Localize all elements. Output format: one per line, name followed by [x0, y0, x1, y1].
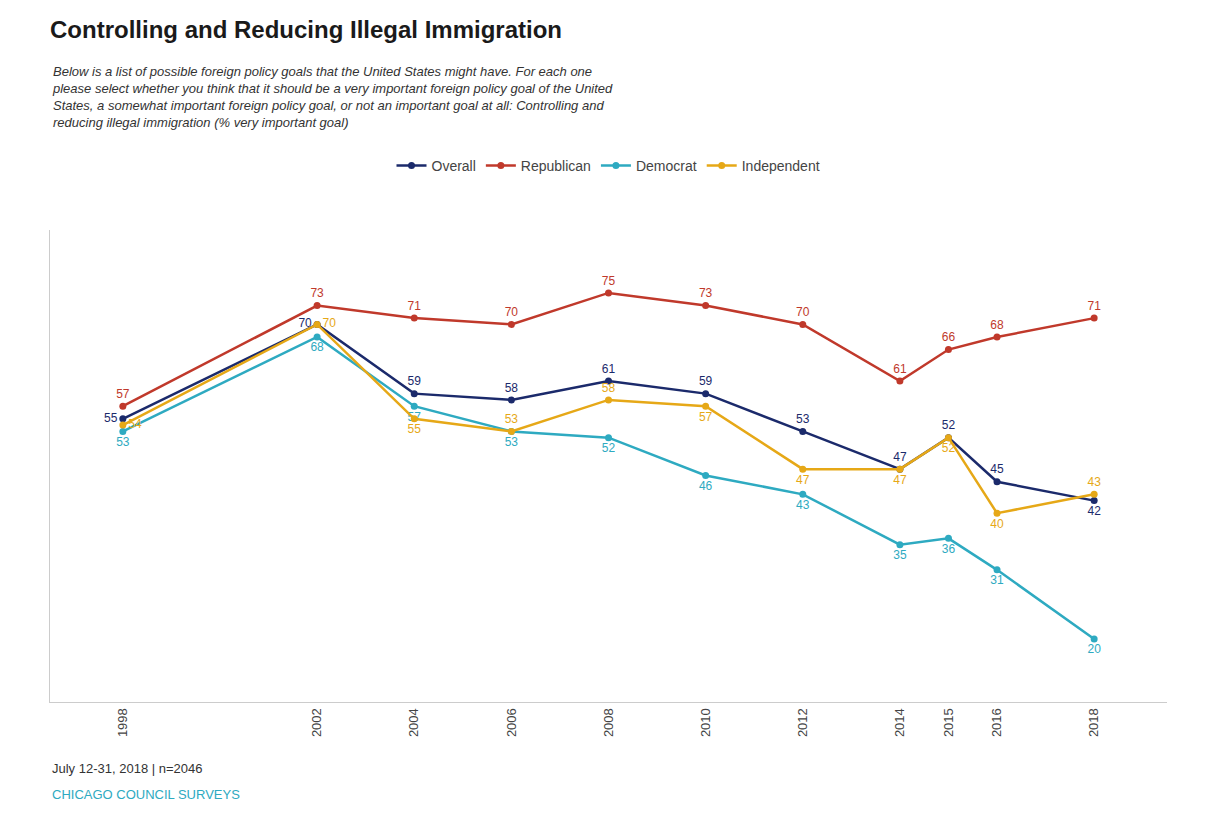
- svg-text:57: 57: [116, 387, 130, 401]
- svg-text:66: 66: [942, 330, 956, 344]
- svg-text:71: 71: [408, 299, 422, 313]
- svg-text:55: 55: [408, 422, 422, 436]
- svg-text:47: 47: [893, 473, 907, 487]
- svg-text:2016: 2016: [989, 708, 1004, 737]
- svg-text:58: 58: [505, 381, 519, 395]
- svg-text:53: 53: [505, 412, 519, 426]
- svg-text:Republican: Republican: [521, 158, 591, 174]
- svg-text:42: 42: [1087, 504, 1101, 518]
- svg-text:Controlling and Reducing Illeg: Controlling and Reducing Illegal Immigra…: [50, 16, 562, 43]
- svg-text:57: 57: [408, 410, 422, 424]
- svg-text:68: 68: [990, 318, 1004, 332]
- svg-text:1998: 1998: [115, 708, 130, 737]
- svg-text:2014: 2014: [892, 708, 907, 737]
- svg-text:20: 20: [1087, 642, 1101, 656]
- svg-text:55: 55: [104, 411, 118, 425]
- svg-text:45: 45: [990, 462, 1004, 476]
- svg-text:2018: 2018: [1086, 708, 1101, 737]
- svg-text:Overall: Overall: [432, 158, 476, 174]
- svg-text:53: 53: [116, 435, 130, 449]
- svg-text:Democrat: Democrat: [636, 158, 697, 174]
- svg-text:CHICAGO COUNCIL SURVEYS: CHICAGO COUNCIL SURVEYS: [52, 787, 240, 802]
- svg-text:53: 53: [796, 412, 810, 426]
- svg-text:Below is a list of possible fo: Below is a list of possible foreign poli…: [52, 64, 613, 130]
- svg-text:52: 52: [942, 441, 956, 455]
- svg-text:70: 70: [298, 316, 312, 330]
- svg-text:73: 73: [699, 286, 713, 300]
- svg-text:47: 47: [893, 450, 907, 464]
- svg-text:70: 70: [505, 305, 519, 319]
- svg-text:61: 61: [893, 362, 907, 376]
- svg-text:2006: 2006: [504, 708, 519, 737]
- svg-text:2008: 2008: [601, 708, 616, 737]
- svg-text:2002: 2002: [309, 708, 324, 737]
- svg-text:2012: 2012: [795, 708, 810, 737]
- svg-text:43: 43: [796, 498, 810, 512]
- svg-text:53: 53: [505, 435, 519, 449]
- svg-text:2015: 2015: [941, 708, 956, 737]
- svg-text:61: 61: [602, 362, 616, 376]
- svg-text:70: 70: [322, 316, 336, 330]
- svg-text:59: 59: [699, 374, 713, 388]
- svg-text:Independent: Independent: [742, 158, 820, 174]
- svg-text:47: 47: [796, 473, 810, 487]
- svg-text:75: 75: [602, 274, 616, 288]
- svg-text:40: 40: [990, 517, 1004, 531]
- svg-text:35: 35: [893, 548, 907, 562]
- svg-text:July 12-31, 2018 | n=2046: July 12-31, 2018 | n=2046: [52, 761, 202, 776]
- svg-text:36: 36: [942, 542, 956, 556]
- svg-text:54: 54: [128, 417, 142, 431]
- svg-text:52: 52: [602, 441, 616, 455]
- svg-text:70: 70: [796, 305, 810, 319]
- svg-text:2010: 2010: [698, 708, 713, 737]
- svg-text:46: 46: [699, 479, 713, 493]
- svg-text:68: 68: [310, 340, 324, 354]
- svg-text:52: 52: [942, 418, 956, 432]
- svg-text:58: 58: [602, 381, 616, 395]
- svg-text:57: 57: [699, 410, 713, 424]
- svg-text:2004: 2004: [406, 708, 421, 737]
- svg-text:31: 31: [990, 573, 1004, 587]
- svg-text:43: 43: [1087, 475, 1101, 489]
- svg-text:59: 59: [408, 374, 422, 388]
- svg-text:73: 73: [310, 286, 324, 300]
- svg-text:71: 71: [1087, 299, 1101, 313]
